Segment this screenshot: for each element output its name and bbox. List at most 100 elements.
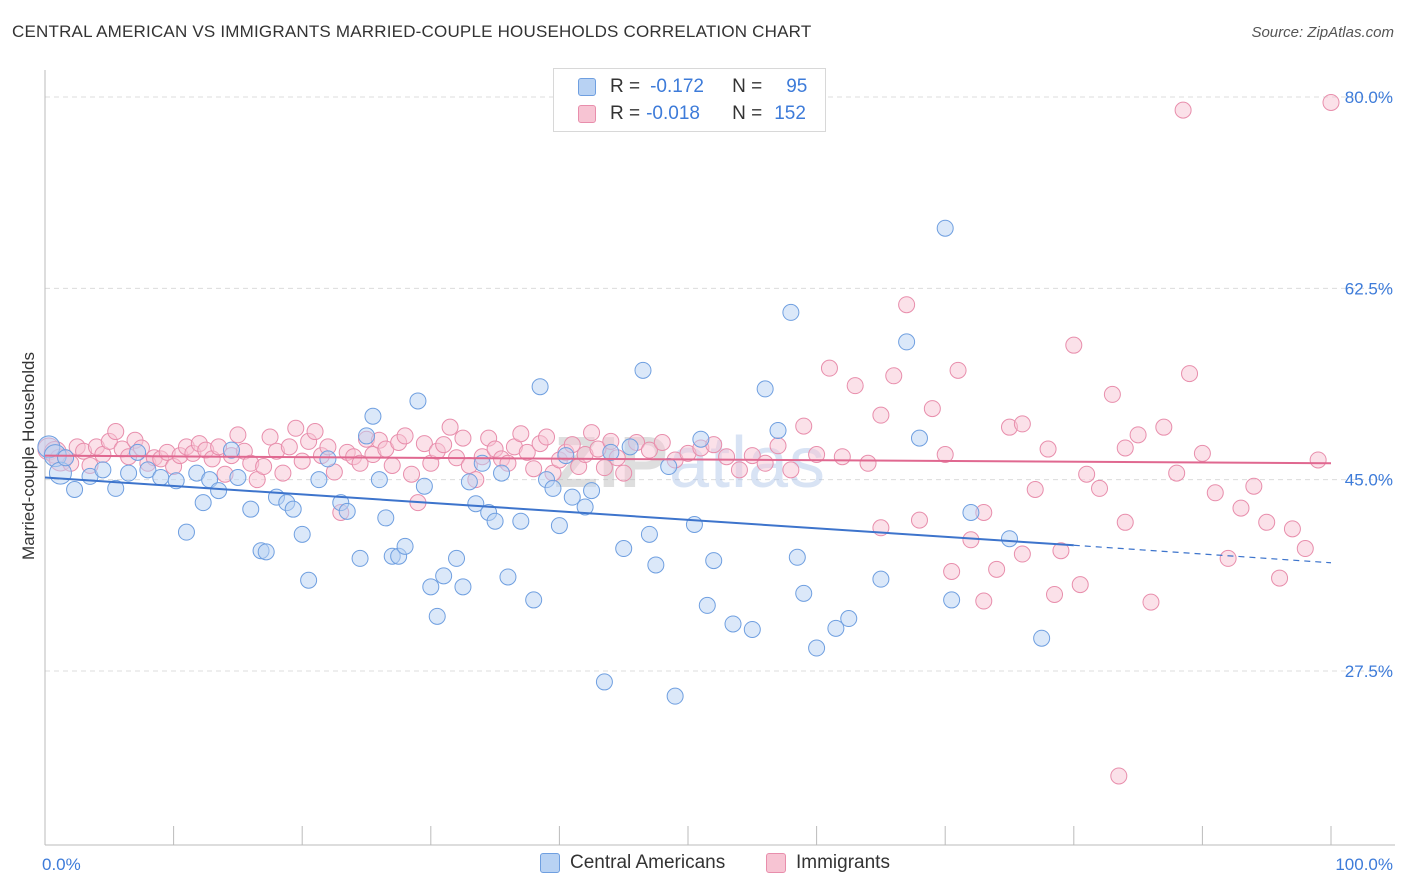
central-americans-point: [705, 552, 723, 570]
immigrants-point: [1078, 465, 1096, 483]
central-americans-point: [1001, 530, 1018, 548]
immigrants-point: [1116, 439, 1134, 457]
central-americans-point: [210, 482, 228, 500]
central-americans-point: [1033, 629, 1051, 647]
immigrants-point: [287, 419, 305, 437]
immigrants-point: [859, 454, 877, 472]
central-americans-point: [222, 441, 240, 459]
immigrants-point: [1155, 418, 1173, 436]
bottom-legend-swatch-pink: [766, 853, 786, 873]
central-americans-point: [910, 429, 928, 447]
y-tick-label: 62.5%: [1345, 279, 1393, 298]
immigrants-point: [949, 361, 967, 379]
central-americans-point: [499, 568, 517, 586]
immigrants-trend-line: [44, 454, 1332, 465]
legend-r-label: R =: [610, 76, 641, 97]
central-americans-point: [167, 472, 185, 490]
central-americans-point: [319, 450, 337, 468]
gridlines: [45, 96, 1395, 672]
immigrants-point: [1258, 513, 1276, 531]
immigrants-point: [820, 359, 838, 377]
central-americans-point: [177, 523, 195, 541]
y-tick-label: 27.5%: [1345, 662, 1393, 681]
immigrants-point: [1013, 415, 1031, 433]
central-americans-point: [493, 464, 511, 482]
y-axis-label: Married-couple Households: [19, 352, 38, 560]
immigrants-point: [383, 456, 401, 474]
watermark-atlas: atlas: [669, 423, 826, 503]
central-americans-point: [563, 488, 581, 506]
immigrants-point: [1296, 540, 1314, 558]
correlation-legend: R = -0.172 N = 95 R = -0.018 N = 152: [553, 68, 826, 132]
central-americans-point: [660, 458, 678, 476]
central-americans-point: [769, 421, 787, 439]
immigrants-point: [261, 428, 279, 446]
central-americans-point: [467, 495, 485, 513]
immigrants-point: [1026, 481, 1044, 499]
immigrants-point: [1309, 451, 1327, 469]
bottom-legend-central-americans[interactable]: Central Americans: [540, 852, 725, 874]
central-americans-point: [415, 477, 433, 495]
immigrants-point: [1232, 499, 1250, 517]
central-americans-point: [788, 548, 806, 566]
legend-r-label: R =: [610, 103, 641, 124]
immigrants-point: [988, 560, 1006, 578]
central-americans-point: [242, 500, 260, 518]
immigrants-point: [396, 427, 414, 445]
central-americans-point: [557, 447, 575, 465]
immigrants-point: [1065, 336, 1083, 354]
central-americans-point: [454, 578, 472, 596]
immigrants-point: [846, 377, 864, 395]
central-americans-point: [139, 461, 157, 479]
immigrants-point: [1193, 444, 1211, 462]
central-americans-point: [615, 540, 633, 558]
bottom-legend-label: Central Americans: [570, 852, 726, 873]
immigrants-point: [730, 461, 748, 479]
bottom-legend-swatch-blue: [540, 853, 560, 873]
legend-n-value: 95: [786, 76, 808, 97]
central-americans-point: [293, 525, 311, 543]
immigrants-point: [1174, 101, 1192, 119]
central-americans-point: [621, 438, 639, 456]
central-americans-point: [595, 673, 613, 691]
central-americans-point: [358, 427, 375, 445]
central-americans-point: [602, 443, 620, 461]
central-americans-point: [377, 509, 395, 527]
immigrants-point: [525, 460, 543, 478]
immigrants-point: [280, 438, 298, 456]
central-americans-point: [724, 615, 742, 633]
immigrants-point: [1071, 576, 1089, 594]
immigrants-point: [403, 465, 421, 483]
central-americans-point: [692, 430, 710, 448]
x-tick-label: 100.0%: [1335, 855, 1393, 874]
immigrants-point: [351, 454, 369, 472]
central-americans-point: [486, 512, 504, 530]
immigrants-point: [1039, 440, 1057, 458]
legend-row-immigrants: R = -0.018 N = 152: [578, 102, 806, 126]
central-americans-point: [544, 479, 562, 497]
immigrants-point: [1110, 767, 1128, 785]
central-americans-points: [37, 219, 1051, 705]
immigrants-point: [435, 436, 453, 454]
immigrants-point: [808, 446, 826, 464]
central-americans-point: [634, 361, 652, 379]
immigrants-point: [1168, 464, 1186, 482]
immigrants-point: [518, 443, 536, 461]
central-americans-point: [962, 503, 980, 521]
central-americans-point: [827, 619, 845, 637]
immigrants-point: [975, 592, 993, 610]
immigrants-point: [1181, 365, 1199, 383]
central-americans-point: [943, 591, 961, 609]
immigrants-point: [415, 435, 433, 453]
central-americans-point: [512, 512, 530, 530]
legend-swatch-blue: [578, 78, 596, 96]
bottom-legend-immigrants[interactable]: Immigrants: [766, 852, 890, 874]
immigrants-point: [1245, 477, 1263, 495]
y-tick-label: 80.0%: [1345, 88, 1393, 107]
central-americans-point: [460, 473, 478, 491]
central-americans-point: [782, 303, 800, 321]
legend-n-value: 152: [774, 103, 806, 124]
immigrants-point: [583, 424, 601, 442]
central-americans-point: [257, 543, 275, 561]
